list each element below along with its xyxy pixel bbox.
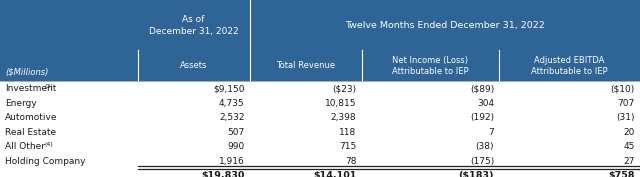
Bar xyxy=(0,125,640,139)
Bar xyxy=(0,110,640,125)
Text: $758: $758 xyxy=(609,171,635,177)
Text: 715: 715 xyxy=(339,142,356,151)
Text: 990: 990 xyxy=(227,142,244,151)
Text: Real Estate: Real Estate xyxy=(5,128,56,137)
Text: Automotive: Automotive xyxy=(5,113,58,122)
Text: (4): (4) xyxy=(45,142,54,147)
Text: Holding Company: Holding Company xyxy=(5,157,86,166)
Text: 304: 304 xyxy=(477,99,494,108)
Text: $9,150: $9,150 xyxy=(213,84,244,93)
Text: (3): (3) xyxy=(45,84,54,89)
Text: 45: 45 xyxy=(623,142,635,151)
Text: Total Revenue: Total Revenue xyxy=(276,61,335,70)
Text: ($183): ($183) xyxy=(459,171,494,177)
Text: (192): (192) xyxy=(470,113,494,122)
Text: (175): (175) xyxy=(470,157,494,166)
Text: 118: 118 xyxy=(339,128,356,137)
Text: 707: 707 xyxy=(618,99,635,108)
Text: 10,815: 10,815 xyxy=(325,99,356,108)
Text: $14,101: $14,101 xyxy=(313,171,356,177)
Text: 27: 27 xyxy=(623,157,635,166)
Text: (38): (38) xyxy=(476,142,494,151)
Bar xyxy=(0,81,640,96)
Text: 7: 7 xyxy=(488,128,494,137)
Text: As of
December 31, 2022: As of December 31, 2022 xyxy=(148,15,239,36)
Text: (31): (31) xyxy=(616,113,635,122)
Text: 4,735: 4,735 xyxy=(219,99,244,108)
Text: 507: 507 xyxy=(227,128,244,137)
Text: All Other: All Other xyxy=(5,142,48,151)
Text: 2,398: 2,398 xyxy=(331,113,356,122)
Text: Adjusted EBITDA
Attributable to IEP: Adjusted EBITDA Attributable to IEP xyxy=(531,56,608,76)
Text: Investment: Investment xyxy=(5,84,56,93)
Text: ($89): ($89) xyxy=(470,84,494,93)
Bar xyxy=(0,96,640,110)
Text: Twelve Months Ended December 31, 2022: Twelve Months Ended December 31, 2022 xyxy=(345,21,545,30)
Bar xyxy=(0,139,640,154)
Text: ($Millions): ($Millions) xyxy=(5,68,49,77)
Text: Assets: Assets xyxy=(180,61,207,70)
Text: ($23): ($23) xyxy=(332,84,356,93)
Text: 78: 78 xyxy=(345,157,356,166)
Text: Energy: Energy xyxy=(5,99,37,108)
Text: $19,830: $19,830 xyxy=(201,171,244,177)
Text: 2,532: 2,532 xyxy=(219,113,244,122)
Text: Net Income (Loss)
Attributable to IEP: Net Income (Loss) Attributable to IEP xyxy=(392,56,468,76)
Bar xyxy=(0,50,640,81)
Text: 1,916: 1,916 xyxy=(219,157,244,166)
Bar xyxy=(0,0,640,50)
Bar xyxy=(0,169,640,177)
Text: ($10): ($10) xyxy=(611,84,635,93)
Bar xyxy=(0,154,640,169)
Text: 20: 20 xyxy=(623,128,635,137)
